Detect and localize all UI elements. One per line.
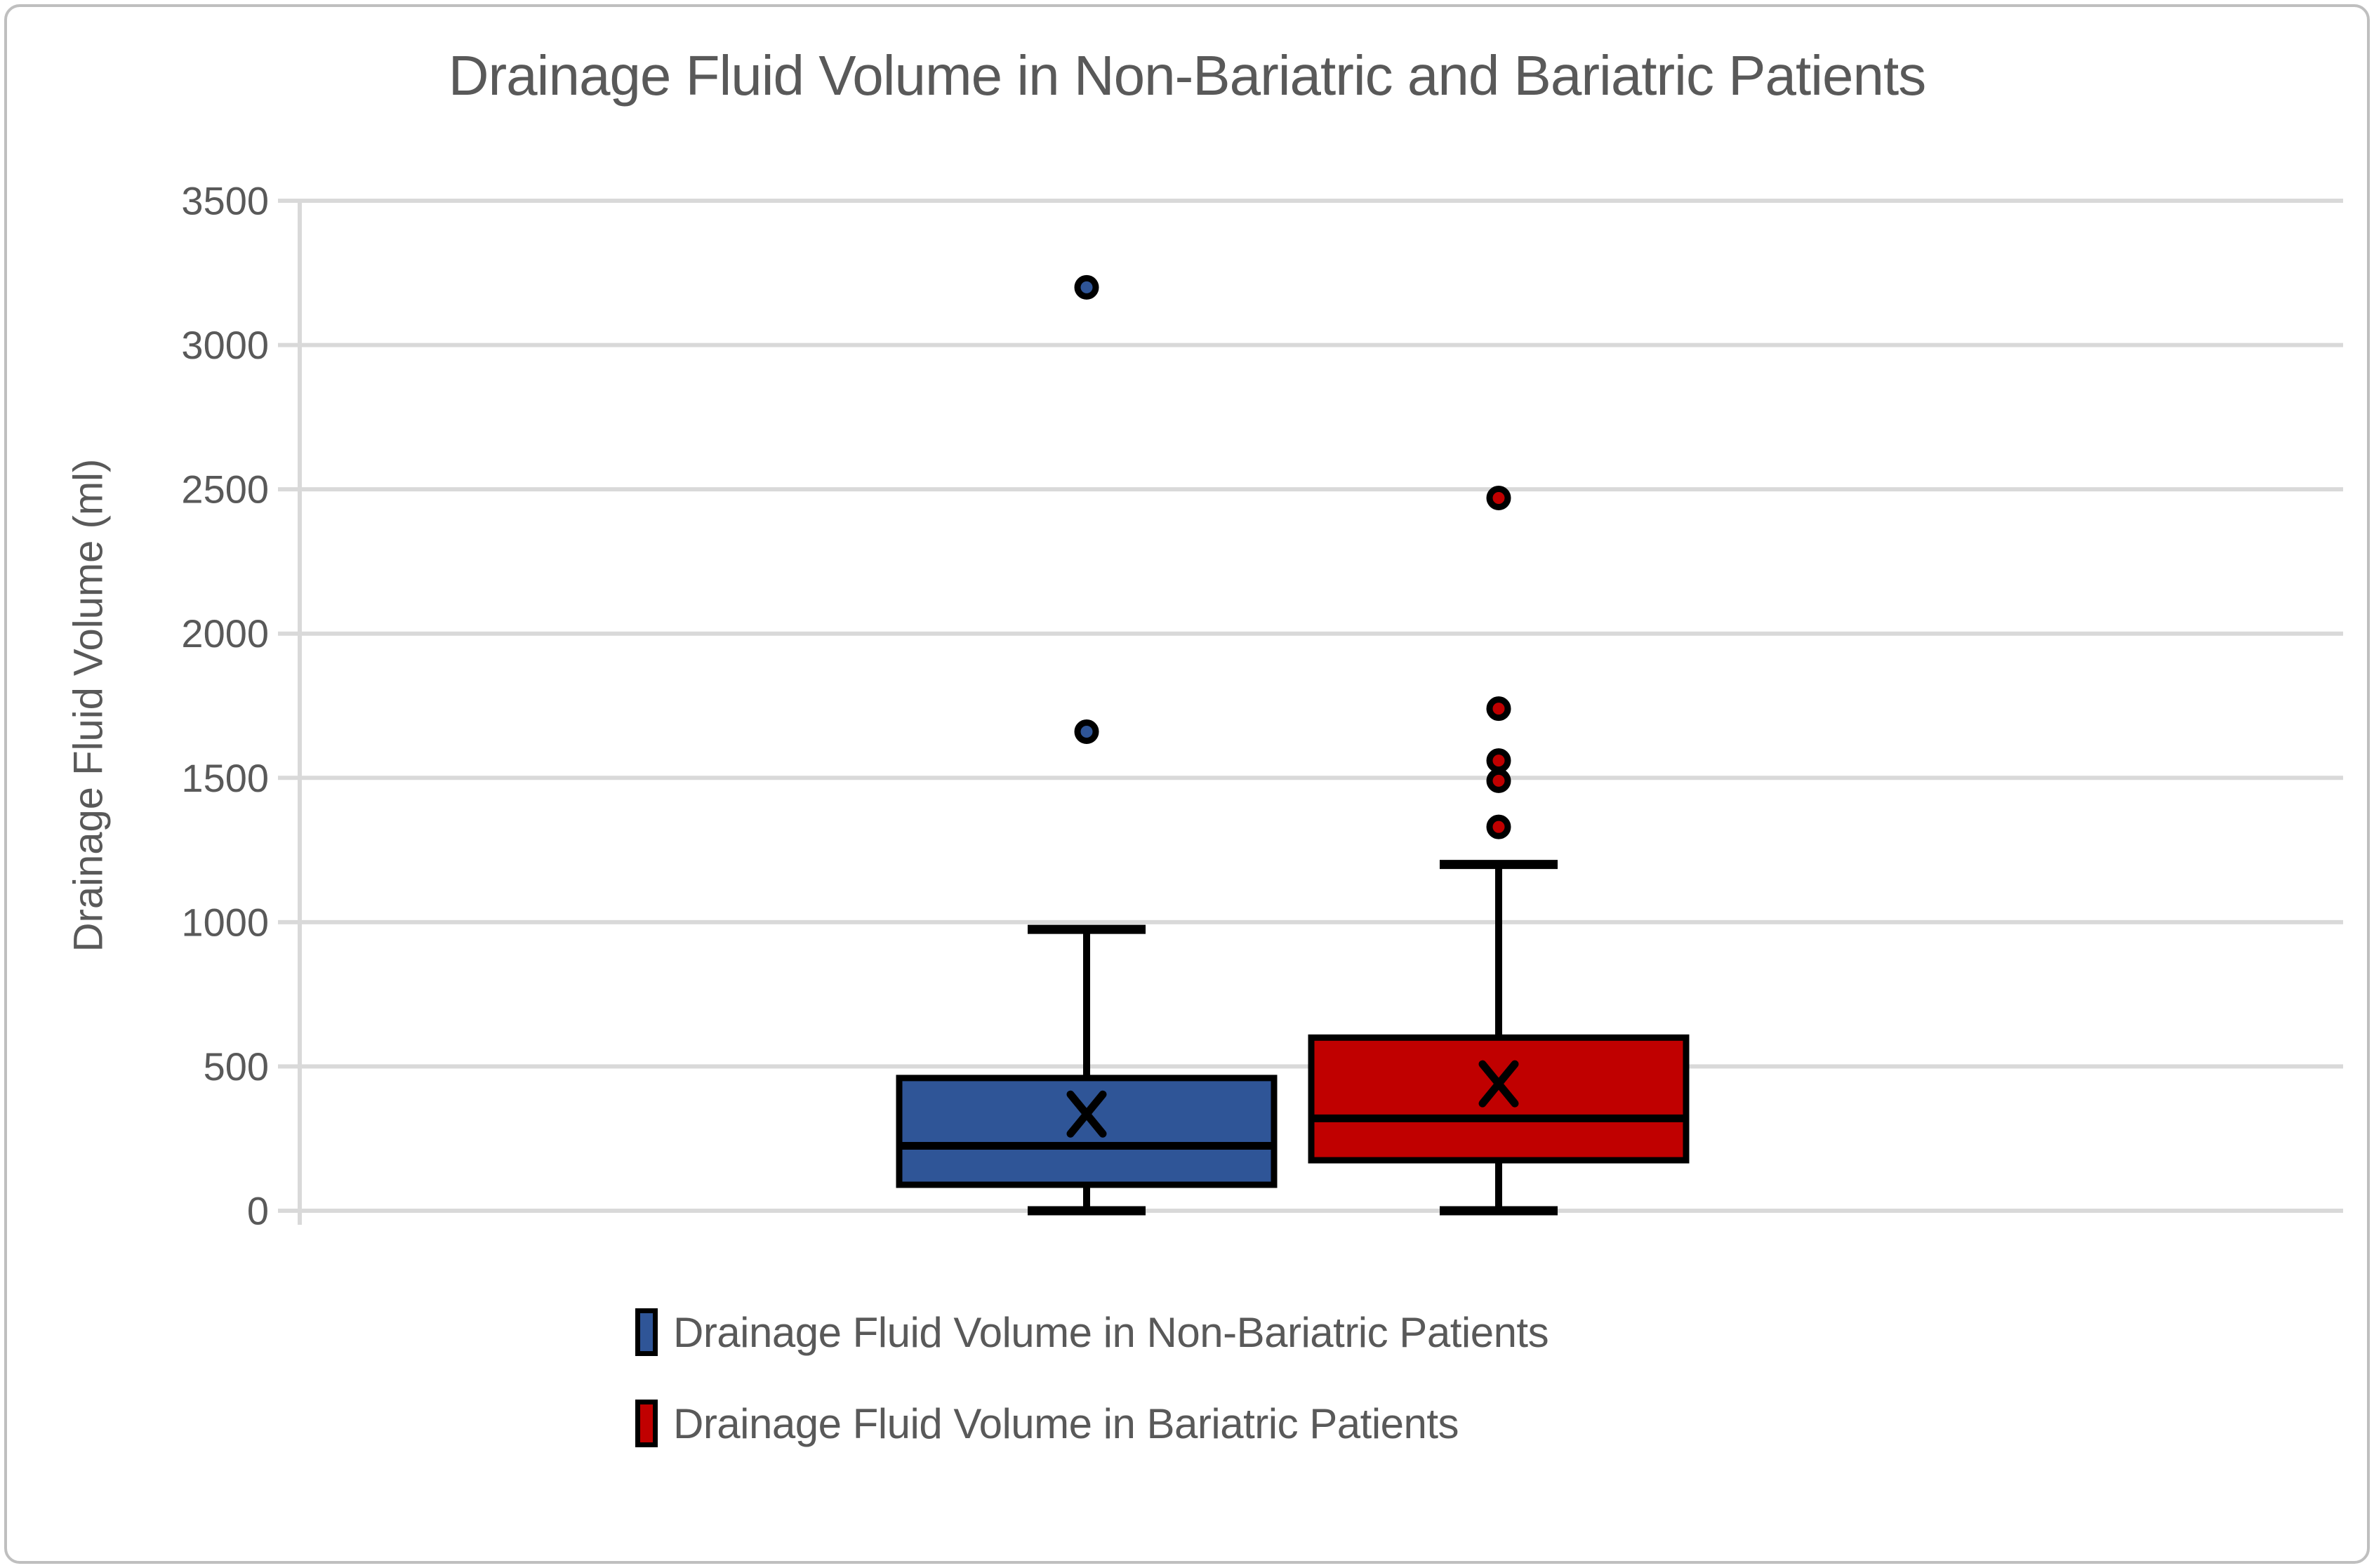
box-bariatric — [1308, 1034, 1690, 1164]
outlier-dot-bariatric-1560 — [1486, 748, 1511, 773]
legend-swatch-bariatric — [635, 1400, 658, 1447]
outlier-dot-bariatric-1490 — [1486, 768, 1511, 793]
outlier-dot-bariatric-1740 — [1486, 696, 1511, 722]
y-tick-label-500: 500 — [204, 1044, 269, 1089]
legend-swatch-non-bariatric — [635, 1308, 658, 1356]
mean-marker-non-bariatric — [1066, 1090, 1107, 1138]
outlier-dot-non-bariatric-1660 — [1074, 719, 1099, 745]
legend-label-bariatric: Drainage Fluid Volume in Bariatric Patie… — [673, 1400, 1459, 1447]
legend: Drainage Fluid Volume in Non-Bariatric P… — [635, 1303, 1549, 1485]
outlier-dot-bariatric-1330 — [1486, 814, 1511, 839]
chart-title: Drainage Fluid Volume in Non-Bariatric a… — [448, 44, 1926, 107]
outlier-dot-non-bariatric-3200 — [1074, 274, 1099, 300]
y-tick-label-2000: 2000 — [181, 611, 269, 656]
legend-item-bariatric: Drainage Fluid Volume in Bariatric Patie… — [635, 1394, 1549, 1453]
y-tick-label-1500: 1500 — [181, 756, 269, 800]
legend-label-non-bariatric: Drainage Fluid Volume in Non-Bariatric P… — [673, 1308, 1549, 1356]
y-tick-label-1000: 1000 — [181, 900, 269, 944]
outlier-dot-bariatric-2470 — [1486, 485, 1511, 510]
box-non-bariatric — [896, 1075, 1278, 1188]
y-tick-label-3000: 3000 — [181, 323, 269, 367]
y-tick-label-0: 0 — [247, 1189, 269, 1233]
y-tick-label-3500: 3500 — [181, 179, 269, 223]
y-tick-label-2500: 2500 — [181, 467, 269, 512]
legend-item-non-bariatric: Drainage Fluid Volume in Non-Bariatric P… — [635, 1303, 1549, 1362]
mean-marker-bariatric — [1478, 1060, 1519, 1108]
